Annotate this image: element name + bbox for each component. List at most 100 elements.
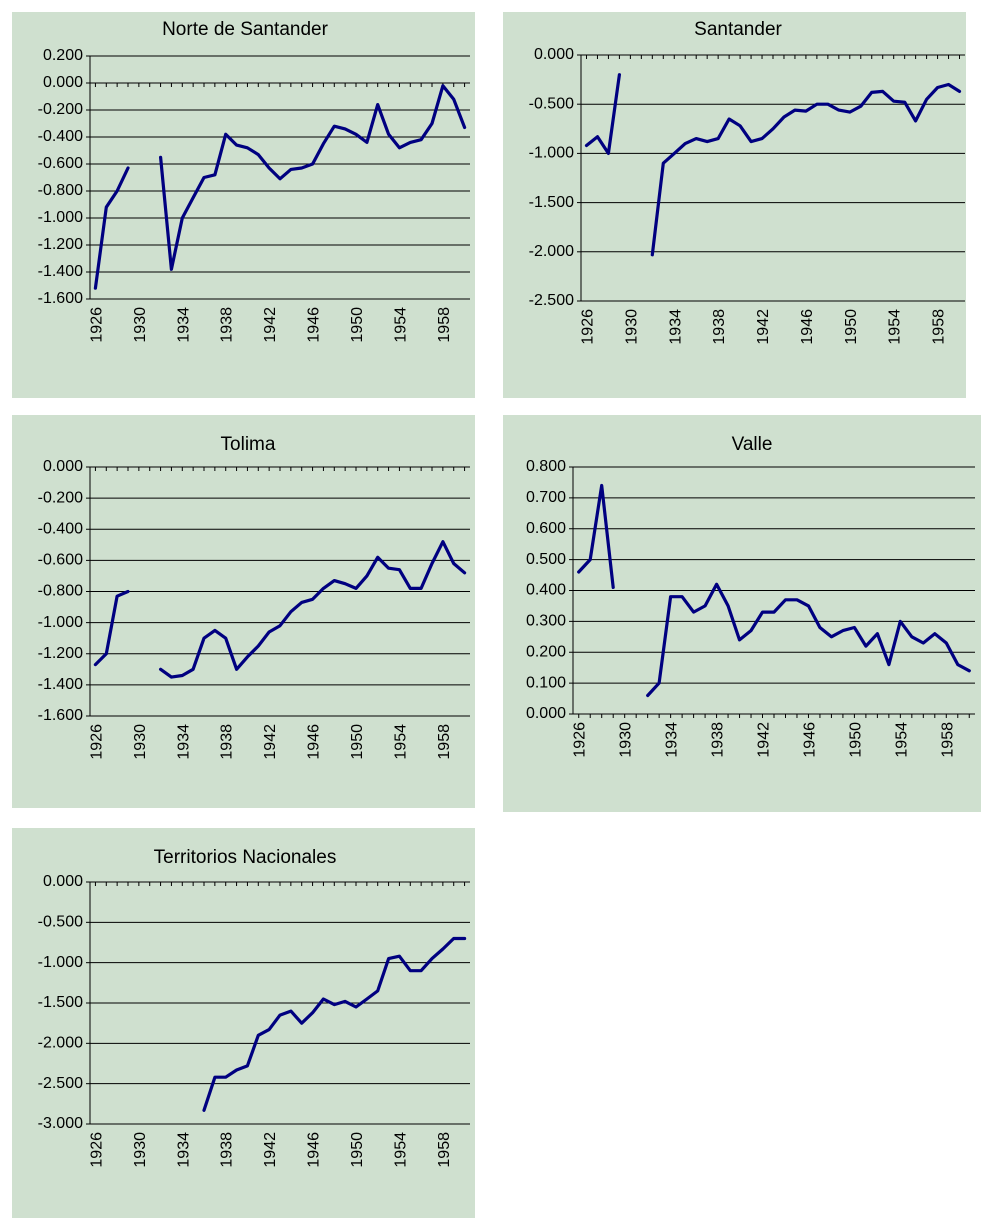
- x-tick-label: 1946: [306, 724, 323, 760]
- x-tick-label: 1942: [262, 1132, 279, 1168]
- x-tick-label: 1946: [306, 307, 323, 343]
- x-tick-label: 1950: [349, 1132, 366, 1168]
- chart-title: Santander: [694, 19, 782, 40]
- chart-panel: Norte de Santander 0.200 0.000 -0.200 -0.400…: [12, 12, 475, 398]
- y-tick-label: -0.500: [529, 95, 574, 112]
- x-tick-label: 1950: [349, 724, 366, 760]
- x-tick-label: 1938: [710, 722, 727, 758]
- x-tick-label: 1926: [572, 722, 589, 758]
- y-tick-label: -1.500: [38, 994, 83, 1011]
- data-line: [577, 483, 615, 589]
- y-tick-label: -0.200: [38, 489, 83, 506]
- data-line: [93, 166, 130, 290]
- y-tick-label: -0.600: [38, 552, 83, 569]
- x-tick-label: 1942: [262, 307, 279, 343]
- y-tick-label: -0.800: [38, 583, 83, 600]
- y-tick-label: 0.600: [526, 520, 566, 537]
- x-tick-label: 1954: [392, 724, 409, 760]
- y-tick-label: -1.000: [529, 145, 574, 162]
- x-tick-label: 1926: [88, 307, 105, 343]
- x-tick-label: 1946: [801, 722, 818, 758]
- y-tick-label: -1.500: [529, 194, 574, 211]
- y-tick-label: -0.800: [38, 182, 83, 199]
- y-tick-label: -1.600: [38, 707, 83, 724]
- y-tick-label: -2.000: [38, 1035, 83, 1052]
- panel-background: [503, 415, 981, 812]
- y-tick-label: 0.700: [526, 489, 566, 506]
- y-tick-label: 0.800: [526, 458, 566, 475]
- x-tick-label: 1930: [132, 724, 149, 760]
- y-tick-label: -2.500: [38, 1075, 83, 1092]
- y-tick-label: -1.000: [38, 954, 83, 971]
- data-line: [646, 582, 971, 698]
- x-tick-label: 1954: [392, 1132, 409, 1168]
- x-tick-label: 1930: [623, 309, 640, 345]
- y-tick-label: -0.400: [38, 520, 83, 537]
- x-tick-label: 1954: [893, 722, 910, 758]
- y-tick-label: -3.000: [38, 1115, 83, 1132]
- x-tick-label: 1958: [436, 724, 453, 760]
- chart-title: Norte de Santander: [162, 19, 329, 40]
- x-tick-label: 1958: [931, 309, 948, 345]
- panel-background: [12, 828, 475, 1218]
- x-tick-label: 1930: [132, 1132, 149, 1168]
- x-tick-label: 1934: [175, 1132, 192, 1168]
- x-tick-label: 1950: [349, 307, 366, 343]
- x-tick-label: 1938: [219, 307, 236, 343]
- y-tick-label: -1.000: [38, 614, 83, 631]
- x-tick-label: 1950: [847, 722, 864, 758]
- y-tick-label: 0.000: [534, 46, 574, 63]
- chart-title: Tolima: [221, 434, 276, 455]
- y-tick-label: 0.200: [526, 643, 566, 660]
- x-tick-label: 1934: [175, 724, 192, 760]
- y-tick-label: 0.100: [526, 674, 566, 691]
- panel-background: [503, 12, 966, 398]
- data-line: [159, 540, 467, 679]
- data-line: [159, 84, 467, 271]
- x-tick-label: 1958: [436, 307, 453, 343]
- data-line: [650, 82, 962, 257]
- x-tick-label: 1946: [306, 1132, 323, 1168]
- chart-title: Territorios Nacionales: [154, 847, 337, 868]
- x-tick-label: 1958: [939, 722, 956, 758]
- data-line: [93, 589, 130, 667]
- chart-title: Valle: [732, 434, 773, 455]
- panel-background: [12, 12, 475, 398]
- y-tick-label: -0.400: [38, 128, 83, 145]
- x-tick-label: 1942: [755, 309, 772, 345]
- y-tick-label: -0.600: [38, 155, 83, 172]
- x-tick-label: 1938: [219, 1132, 236, 1168]
- y-tick-label: 0.500: [526, 551, 566, 568]
- x-tick-label: 1942: [756, 722, 773, 758]
- y-tick-label: 0.400: [526, 582, 566, 599]
- x-tick-label: 1930: [132, 307, 149, 343]
- data-line: [202, 936, 467, 1112]
- x-tick-label: 1950: [843, 309, 860, 345]
- x-tick-label: 1934: [175, 307, 192, 343]
- x-tick-label: 1926: [88, 1132, 105, 1168]
- x-tick-label: 1946: [799, 309, 816, 345]
- y-tick-label: 0.000: [526, 705, 566, 722]
- y-tick-label: 0.200: [43, 47, 83, 64]
- chart-panel: Territorios Nacionales 0.000 -0.500 -1.000 -…: [12, 828, 475, 1218]
- y-tick-label: 0.300: [526, 613, 566, 630]
- y-tick-label: 0.000: [43, 74, 83, 91]
- x-tick-label: 1954: [887, 309, 904, 345]
- chart-panel: Santander 0.000 -0.500 -1.000 -1.500 -2.000 -2…: [503, 12, 966, 398]
- y-tick-label: -0.500: [38, 914, 83, 931]
- x-tick-label: 1926: [579, 309, 596, 345]
- y-tick-label: -1.600: [38, 290, 83, 307]
- y-tick-label: -2.000: [529, 243, 574, 260]
- y-tick-label: -1.400: [38, 263, 83, 280]
- x-tick-label: 1934: [664, 722, 681, 758]
- chart-panel: Tolima 0.000 -0.200 -0.400 -0.600 -0.800 -1.00…: [12, 415, 475, 808]
- y-tick-label: -0.200: [38, 101, 83, 118]
- y-tick-label: -1.400: [38, 676, 83, 693]
- y-tick-label: -1.000: [38, 209, 83, 226]
- y-tick-label: 0.000: [43, 458, 83, 475]
- y-tick-label: 0.000: [43, 873, 83, 890]
- x-tick-label: 1930: [618, 722, 635, 758]
- x-tick-label: 1926: [88, 724, 105, 760]
- y-tick-label: -2.500: [529, 292, 574, 309]
